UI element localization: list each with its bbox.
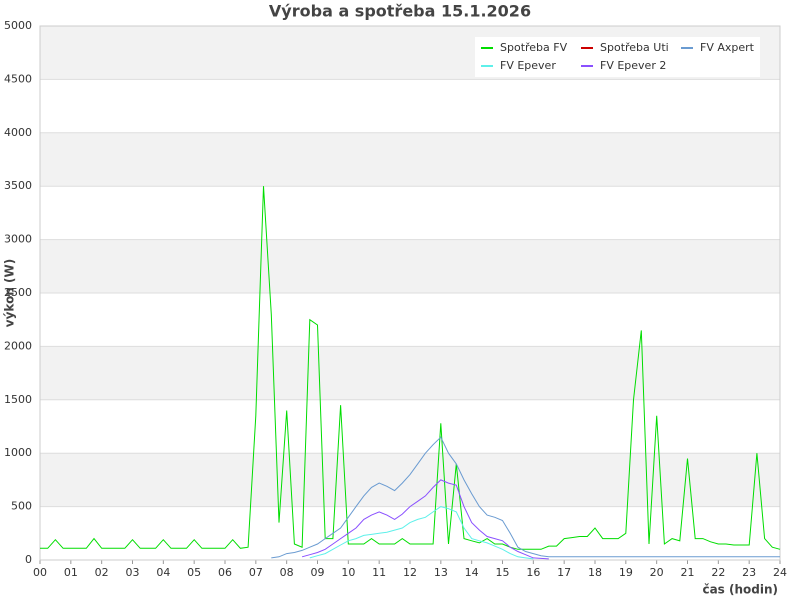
series-line bbox=[301, 479, 549, 560]
legend-label: Spotřeba FV bbox=[500, 41, 568, 54]
x-tick-label: 20 bbox=[650, 566, 664, 579]
y-tick-label: 5000 bbox=[4, 19, 32, 32]
x-axis-label: čas (hodin) bbox=[702, 583, 778, 597]
y-tick-label: 4500 bbox=[4, 72, 32, 85]
x-tick-label: 22 bbox=[711, 566, 725, 579]
x-tick-label: 21 bbox=[681, 566, 695, 579]
grid-band bbox=[40, 453, 780, 507]
plot-frame bbox=[39, 25, 781, 561]
y-axis-label: výkon (W) bbox=[3, 259, 17, 327]
grid-band bbox=[40, 239, 780, 293]
x-tick-label: 15 bbox=[496, 566, 510, 579]
legend-label: FV Epever 2 bbox=[600, 59, 666, 72]
series-line bbox=[309, 506, 534, 560]
y-tick-label: 3500 bbox=[4, 179, 32, 192]
x-tick-label: 05 bbox=[187, 566, 201, 579]
x-tick-label: 00 bbox=[33, 566, 47, 579]
legend-box bbox=[475, 37, 760, 77]
y-tick-label: 3000 bbox=[4, 233, 32, 246]
x-tick-label: 24 bbox=[773, 566, 787, 579]
x-tick-label: 19 bbox=[619, 566, 633, 579]
x-tick-label: 06 bbox=[218, 566, 232, 579]
legend-label: Spotřeba Uti bbox=[600, 41, 669, 54]
x-tick-label: 11 bbox=[372, 566, 386, 579]
grid-band bbox=[40, 346, 780, 400]
x-tick-label: 18 bbox=[588, 566, 602, 579]
x-tick-label: 02 bbox=[95, 566, 109, 579]
legend-label: FV Epever bbox=[500, 59, 556, 72]
grid-band bbox=[40, 132, 780, 187]
y-tick-label: 1500 bbox=[4, 393, 32, 406]
y-tick-label: 0 bbox=[25, 553, 32, 566]
x-tick-label: 12 bbox=[403, 566, 417, 579]
y-tick-label: 2000 bbox=[4, 339, 32, 352]
x-tick-label: 08 bbox=[280, 566, 294, 579]
x-tick-label: 07 bbox=[249, 566, 263, 579]
x-tick-label: 01 bbox=[64, 566, 78, 579]
chart-title: Výroba a spotřeba 15.1.2026 bbox=[269, 2, 531, 21]
y-tick-label: 1000 bbox=[4, 446, 32, 459]
x-tick-label: 23 bbox=[742, 566, 756, 579]
x-tick-label: 17 bbox=[557, 566, 571, 579]
x-tick-label: 14 bbox=[465, 566, 479, 579]
x-tick-label: 03 bbox=[126, 566, 140, 579]
y-tick-label: 2500 bbox=[4, 286, 32, 299]
x-tick-label: 13 bbox=[434, 566, 448, 579]
series-line bbox=[40, 186, 781, 550]
y-tick-label: 500 bbox=[11, 500, 32, 513]
x-tick-label: 09 bbox=[311, 566, 325, 579]
series-line bbox=[271, 436, 780, 559]
x-tick-label: 10 bbox=[341, 566, 355, 579]
y-tick-label: 4000 bbox=[4, 126, 32, 139]
x-tick-label: 04 bbox=[156, 566, 170, 579]
x-tick-label: 16 bbox=[526, 566, 540, 579]
legend-label: FV Axpert bbox=[700, 41, 755, 54]
